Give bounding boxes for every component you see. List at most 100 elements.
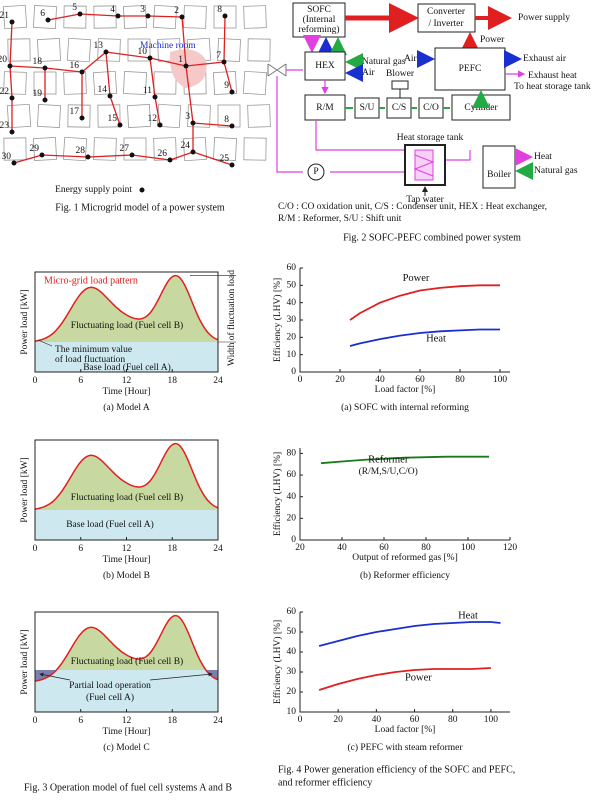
supply-point	[79, 69, 85, 75]
building	[217, 104, 241, 128]
y-tick-label: 0	[291, 535, 296, 545]
supply-point	[9, 19, 15, 25]
node-label: 13	[94, 41, 104, 51]
label: Heat	[534, 152, 552, 162]
x-tick-label: 20	[333, 715, 343, 725]
link	[41, 154, 89, 158]
x-tick-label: 0	[33, 376, 38, 386]
label: Blower	[386, 69, 415, 79]
node-label: 2	[174, 6, 179, 16]
y-tick-label: 80	[287, 449, 297, 459]
x-tick-label: 6	[78, 716, 83, 726]
label: HEX	[315, 61, 335, 71]
rm-box	[304, 94, 346, 121]
link	[185, 65, 194, 124]
series-line	[349, 284, 500, 321]
building	[7, 38, 31, 62]
supply-point	[45, 17, 51, 23]
label: S/U	[360, 103, 375, 113]
label: P	[313, 167, 318, 177]
supply-point	[7, 63, 13, 69]
building	[37, 38, 61, 62]
supply-point	[221, 59, 227, 65]
note: C/O : CO oxidation unit, C/S : Condenser…	[278, 202, 547, 212]
node-label: 20	[0, 55, 7, 65]
supply-point	[179, 14, 185, 20]
supply-point	[117, 122, 123, 128]
building	[37, 104, 61, 128]
label: Partial load operation	[69, 681, 151, 691]
supply-point	[229, 123, 235, 129]
x-tick-label: 0	[33, 716, 38, 726]
x-tick-label: 100	[484, 715, 499, 725]
guide	[37, 339, 53, 347]
node-label: 7	[216, 51, 221, 61]
x-tick-label: 40	[375, 375, 385, 385]
node-label: 3	[140, 5, 145, 15]
label: Cylinder	[464, 103, 498, 113]
label: PEFC	[459, 64, 482, 74]
x-axis-label: Time [Hour]	[103, 727, 151, 737]
x-tick-label: 12	[122, 716, 132, 726]
building	[247, 38, 271, 62]
pefc-box	[434, 47, 506, 91]
building	[33, 5, 57, 29]
node-label: 11	[143, 86, 152, 96]
x-tick-label: 0	[298, 715, 303, 725]
link	[9, 65, 13, 99]
y-tick-label: 20	[287, 333, 297, 343]
x-tick-label: 24	[213, 716, 223, 726]
building	[3, 137, 27, 161]
x-tick-label: 80	[421, 543, 431, 553]
node-label: 1	[178, 55, 183, 65]
building	[213, 137, 237, 161]
valve	[267, 63, 287, 77]
series-label: Power	[403, 273, 430, 284]
label: Base load (Fuel cell A)	[66, 519, 154, 530]
node-label: 25	[220, 154, 230, 164]
x-tick-label: 60	[415, 375, 425, 385]
fluct-area	[35, 615, 218, 670]
pointer	[149, 672, 213, 681]
buildings	[2, 4, 271, 162]
y-tick-label: 50	[287, 281, 297, 291]
x-tick-label: 24	[213, 376, 223, 386]
blower-icon	[391, 80, 409, 90]
x-axis-label: Output of reformed gas [%]	[352, 552, 458, 563]
node-label: 4	[110, 5, 115, 15]
building	[93, 137, 117, 161]
node-label: 16	[70, 61, 80, 71]
supply-point	[183, 63, 189, 69]
supply-point	[190, 149, 196, 155]
microgrid-map: 2165432820181613101792219171415111238233…	[0, 3, 271, 213]
label: Fluctuating load (Fuel cell B)	[71, 656, 183, 667]
operation-models: 0 6 12 18 24 Time [Hour] Power load [kW] (a) Mo…	[20, 270, 237, 793]
partial-area	[35, 670, 218, 682]
link	[154, 96, 161, 126]
supply-point	[9, 95, 15, 101]
y-tick-label: 30	[287, 667, 297, 677]
building	[127, 104, 151, 128]
boiler-box	[482, 145, 516, 189]
x-tick-label: 40	[337, 543, 347, 553]
link	[109, 95, 121, 126]
label: of load fluctuation	[55, 354, 125, 365]
pump	[307, 163, 325, 181]
building	[6, 103, 32, 129]
supply-point	[157, 122, 163, 128]
node-label: 22	[0, 87, 9, 97]
supply-point	[229, 162, 235, 168]
x-tick-label: 40	[372, 715, 382, 725]
series-detail: (R/M,S/U,C/O)	[359, 466, 418, 477]
caption: and reformer efficiency	[278, 777, 372, 788]
note: R/M : Reformer, S/U : Shift unit	[278, 213, 402, 224]
supply-point	[190, 120, 196, 126]
x-tick-label: 24	[213, 544, 223, 554]
fluct-area	[35, 275, 218, 342]
link	[131, 154, 171, 161]
label: Exhaust heat	[528, 71, 577, 81]
label: Fluctuating load (Fuel cell B)	[71, 492, 183, 503]
link	[223, 15, 226, 63]
label: Width of fluctuation load	[226, 270, 237, 366]
link	[87, 154, 133, 158]
